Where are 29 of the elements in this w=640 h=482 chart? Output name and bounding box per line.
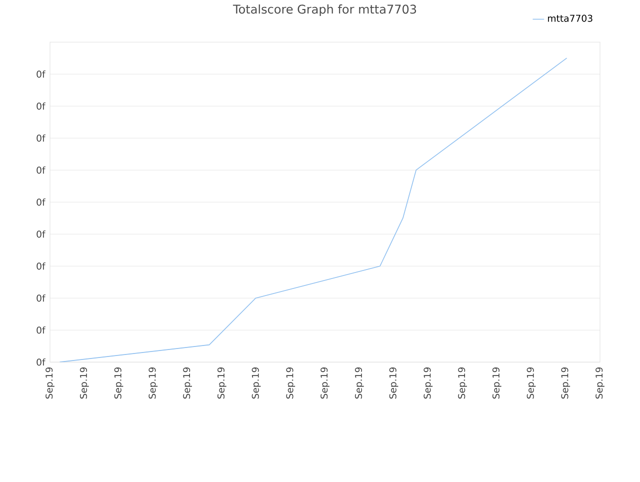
x-tick-label: Sep.19 [561, 367, 570, 399]
y-tick-label: 0f [36, 198, 46, 206]
y-tick-label: 0f [36, 262, 46, 270]
y-tick-label: 0f [36, 358, 46, 366]
y-tick-label: 0f [36, 102, 46, 110]
y-tick-label: 0f [36, 166, 46, 174]
x-tick-label: Sep.19 [320, 367, 330, 399]
chart-title: Totalscore Graph for mtta7703 [232, 4, 416, 16]
y-tick-label: 0f [36, 70, 46, 78]
x-tick-label: Sep.19 [252, 367, 261, 399]
y-tick-label: 0f [36, 134, 46, 142]
x-tick-label: Sep.19 [424, 367, 433, 399]
x-tick-label: Sep.19 [526, 367, 536, 399]
x-tick-label: Sep.19 [46, 367, 54, 399]
x-tick-label: Sep.19 [217, 367, 226, 399]
y-tick-label: 0f [36, 294, 46, 302]
x-tick-label: Sep.19 [148, 367, 158, 399]
x-tick-label: Sep.19 [389, 367, 398, 399]
x-tick-label: Sep.19 [286, 367, 296, 399]
x-tick-label: Sep.19 [114, 367, 124, 399]
y-tick-label: 0f [36, 326, 46, 334]
x-tick-label: Sep.19 [183, 367, 192, 399]
legend-label: mtta7703 [548, 14, 592, 22]
x-tick-label: Sep.19 [596, 367, 604, 399]
x-tick-label: Sep.19 [492, 367, 502, 399]
x-tick-label: Sep.19 [354, 367, 364, 399]
x-tick-label: Sep.19 [80, 367, 89, 399]
x-tick-label: Sep.19 [458, 367, 467, 399]
y-tick-label: 0f [36, 230, 46, 238]
